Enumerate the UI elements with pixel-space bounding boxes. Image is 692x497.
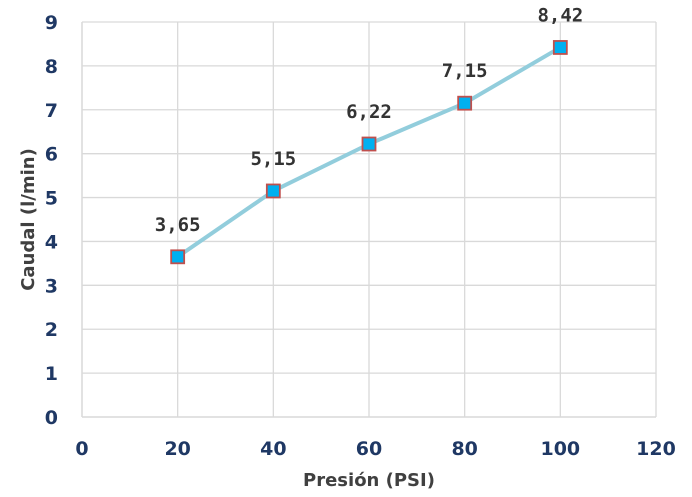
y-tick-label: 4 (45, 231, 58, 253)
x-tick-label: 120 (636, 438, 676, 460)
y-tick-label: 9 (45, 12, 58, 34)
data-point (457, 95, 473, 111)
y-axis-ticks: 0 1 2 3 4 5 6 7 8 9 (45, 12, 58, 429)
data-label: 3,65 (155, 214, 201, 236)
y-tick-label: 1 (45, 363, 58, 385)
x-axis-ticks: 0 20 40 60 80 100 120 (75, 438, 675, 460)
x-tick-label: 60 (356, 438, 382, 460)
x-tick-label: 80 (451, 438, 477, 460)
x-tick-label: 20 (164, 438, 190, 460)
data-point (552, 40, 568, 55)
y-tick-label: 3 (45, 275, 58, 297)
x-tick-label: 100 (540, 438, 580, 460)
y-tick-label: 6 (45, 144, 58, 166)
y-axis-title: Caudal (l/min) (18, 148, 39, 291)
data-label: 6,22 (346, 101, 392, 123)
y-tick-label: 5 (45, 188, 58, 210)
data-point (361, 136, 377, 152)
data-label: 7,15 (442, 60, 488, 82)
series-caudal (170, 40, 568, 265)
y-tick-label: 0 (45, 407, 58, 429)
x-tick-label: 40 (260, 438, 286, 460)
axes (81, 22, 656, 418)
data-label: 8,42 (537, 4, 583, 26)
y-tick-label: 2 (45, 319, 58, 341)
x-axis-title: Presión (PSI) (303, 470, 435, 491)
data-point (265, 183, 281, 199)
y-tick-label: 8 (45, 56, 58, 78)
x-tick-label: 0 (75, 438, 88, 460)
data-labels: 3,65 5,15 6,22 7,15 8,42 (155, 4, 583, 235)
data-label: 5,15 (250, 148, 296, 170)
y-tick-label: 7 (45, 100, 58, 122)
grid (82, 21, 657, 417)
data-point (170, 249, 186, 265)
